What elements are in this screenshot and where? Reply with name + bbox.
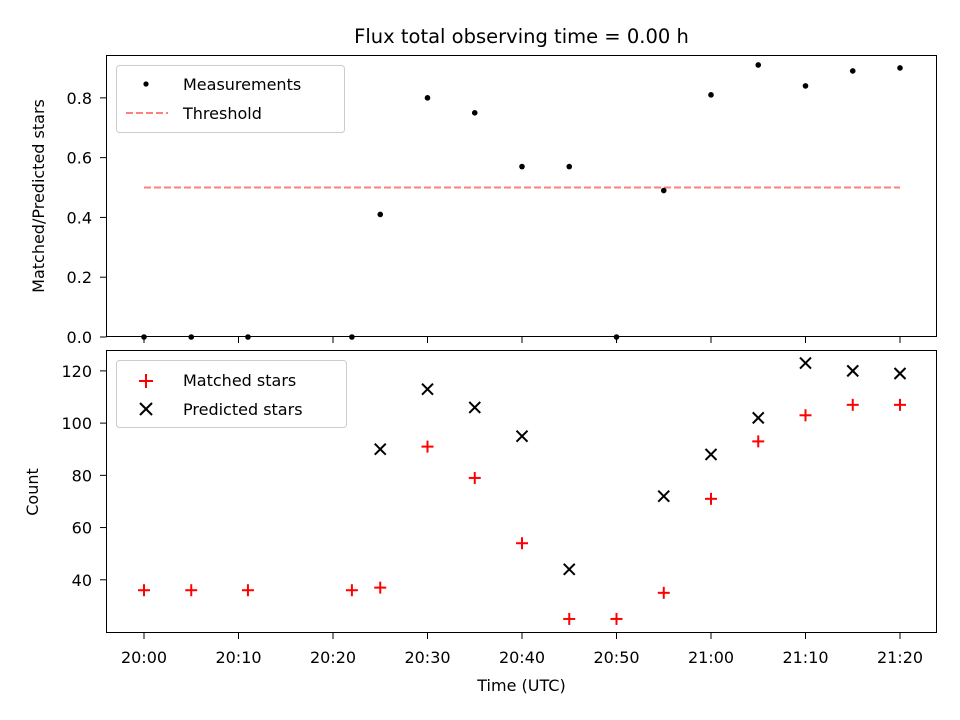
predicted-star-stroke bbox=[374, 443, 387, 456]
matched-star-point bbox=[241, 584, 254, 597]
predicted-star-point bbox=[704, 448, 718, 461]
top-y-tick-label: 0.2 bbox=[67, 268, 92, 287]
measurement-point bbox=[660, 187, 667, 194]
matched-star-point bbox=[894, 398, 906, 411]
top-y-tick-label: 0.6 bbox=[67, 149, 92, 168]
matched-star-point bbox=[657, 586, 670, 599]
bottom-x-tick-label: 20:40 bbox=[499, 648, 545, 667]
measurement-point bbox=[377, 211, 384, 218]
bottom-x-tick-label: 20:30 bbox=[404, 648, 450, 667]
predicted-star-point bbox=[421, 382, 434, 396]
predicted-star-stroke bbox=[704, 448, 718, 461]
matched-star-point bbox=[516, 537, 528, 550]
bottom-x-tick-label: 21:10 bbox=[782, 648, 828, 667]
measurement-point bbox=[245, 334, 251, 340]
predicted-star-point bbox=[468, 401, 481, 414]
measurement-point bbox=[141, 334, 147, 340]
top-legend-box bbox=[116, 65, 345, 133]
legend-measurements-marker bbox=[143, 81, 149, 87]
predicted-star-point bbox=[893, 367, 907, 380]
matched-star-point bbox=[185, 584, 198, 597]
bottom-legend: Matched stars Predicted stars bbox=[116, 360, 347, 428]
top-plot-marks bbox=[141, 62, 903, 340]
measurement-point bbox=[897, 65, 903, 71]
predicted-star-point bbox=[799, 356, 812, 370]
legend-threshold-label: Threshold bbox=[182, 104, 262, 123]
predicted-star-point bbox=[374, 443, 387, 456]
predicted-star-stroke bbox=[799, 356, 812, 370]
bottom-legend-box bbox=[116, 360, 347, 428]
top-y-axis-label: Matched/Predicted stars bbox=[29, 99, 48, 293]
bottom-y-tick-label: 80 bbox=[72, 466, 92, 485]
matched-star-point bbox=[846, 398, 859, 411]
predicted-star-stroke bbox=[752, 411, 765, 425]
measurement-point bbox=[188, 334, 195, 340]
top-legend: Measurements Threshold bbox=[116, 65, 345, 133]
predicted-star-stroke bbox=[421, 382, 434, 396]
predicted-star-point bbox=[563, 563, 576, 576]
top-y-axis: 0.0 0.2 0.4 0.6 0.8 bbox=[67, 89, 107, 347]
legend-matched-label: Matched stars bbox=[183, 371, 296, 390]
bottom-y-axis: 40 60 80 100 120 bbox=[61, 362, 107, 590]
predicted-star-point bbox=[752, 411, 765, 425]
bottom-y-tick-label: 60 bbox=[72, 519, 92, 538]
matched-star-point bbox=[799, 409, 812, 422]
legend-matched-marker bbox=[139, 374, 153, 388]
bottom-y-tick-label: 100 bbox=[61, 414, 92, 433]
matched-star-point bbox=[374, 581, 387, 594]
predicted-star-stroke bbox=[468, 401, 481, 414]
matched-star-point bbox=[610, 612, 623, 625]
measurement-point bbox=[802, 83, 809, 89]
legend-measurements-label: Measurements bbox=[183, 75, 301, 94]
measurement-point bbox=[613, 334, 620, 340]
predicted-star-point bbox=[515, 429, 529, 443]
chart-title: Flux total observing time = 0.00 h bbox=[354, 25, 689, 48]
bottom-panel-frame bbox=[106, 350, 937, 633]
bottom-y-tick-label: 40 bbox=[72, 571, 92, 590]
measurement-point bbox=[471, 109, 478, 116]
measurement-point bbox=[349, 334, 355, 340]
predicted-star-stroke bbox=[846, 364, 859, 378]
measurement-point bbox=[519, 163, 525, 170]
x-axis-label: Time (UTC) bbox=[476, 676, 565, 695]
bottom-y-tick-label: 120 bbox=[61, 362, 92, 381]
bottom-y-axis-label: Count bbox=[23, 468, 42, 516]
matched-star-point bbox=[421, 440, 434, 453]
matched-star-point bbox=[752, 435, 765, 448]
predicted-star-point bbox=[657, 490, 670, 503]
matched-star-point bbox=[563, 612, 576, 625]
measurement-point bbox=[849, 68, 856, 74]
top-panel-frame bbox=[106, 55, 937, 337]
measurement-point bbox=[708, 92, 714, 98]
top-y-tick-label: 0.4 bbox=[67, 208, 92, 227]
matched-star-point bbox=[345, 584, 358, 597]
bottom-x-tick-label: 20:50 bbox=[593, 648, 639, 667]
predicted-star-stroke bbox=[515, 429, 529, 443]
bottom-x-tick-label: 20:00 bbox=[121, 648, 167, 667]
top-y-tick-label: 0.0 bbox=[67, 328, 92, 347]
measurement-point bbox=[424, 95, 431, 101]
bottom-x-tick-label: 21:00 bbox=[688, 648, 734, 667]
predicted-star-stroke bbox=[657, 490, 670, 503]
matched-star-point bbox=[705, 492, 717, 505]
predicted-star-point bbox=[846, 364, 859, 378]
bottom-x-axis: 20:00 20:10 20:20 20:30 20:40 20:50 21:00 21:10… bbox=[121, 633, 923, 667]
bottom-x-tick-label: 20:10 bbox=[215, 648, 261, 667]
measurement-point bbox=[566, 163, 573, 170]
bottom-plot-marks bbox=[138, 356, 907, 625]
bottom-x-tick-label: 21:20 bbox=[877, 648, 923, 667]
matched-star-point bbox=[138, 584, 150, 597]
predicted-star-stroke bbox=[893, 367, 907, 380]
matched-star-point bbox=[468, 471, 481, 484]
predicted-star-stroke bbox=[563, 563, 576, 576]
legend-predicted-label: Predicted stars bbox=[183, 400, 303, 419]
legend-predicted-marker bbox=[139, 402, 153, 416]
top-y-tick-label: 0.8 bbox=[67, 89, 92, 108]
measurement-point bbox=[755, 62, 762, 68]
top-x-axis-ticks bbox=[143, 337, 901, 343]
top-panel: 0.00.20.40.60.8 Matched/Predicted stars … bbox=[29, 55, 937, 347]
bottom-x-tick-label: 20:20 bbox=[310, 648, 356, 667]
